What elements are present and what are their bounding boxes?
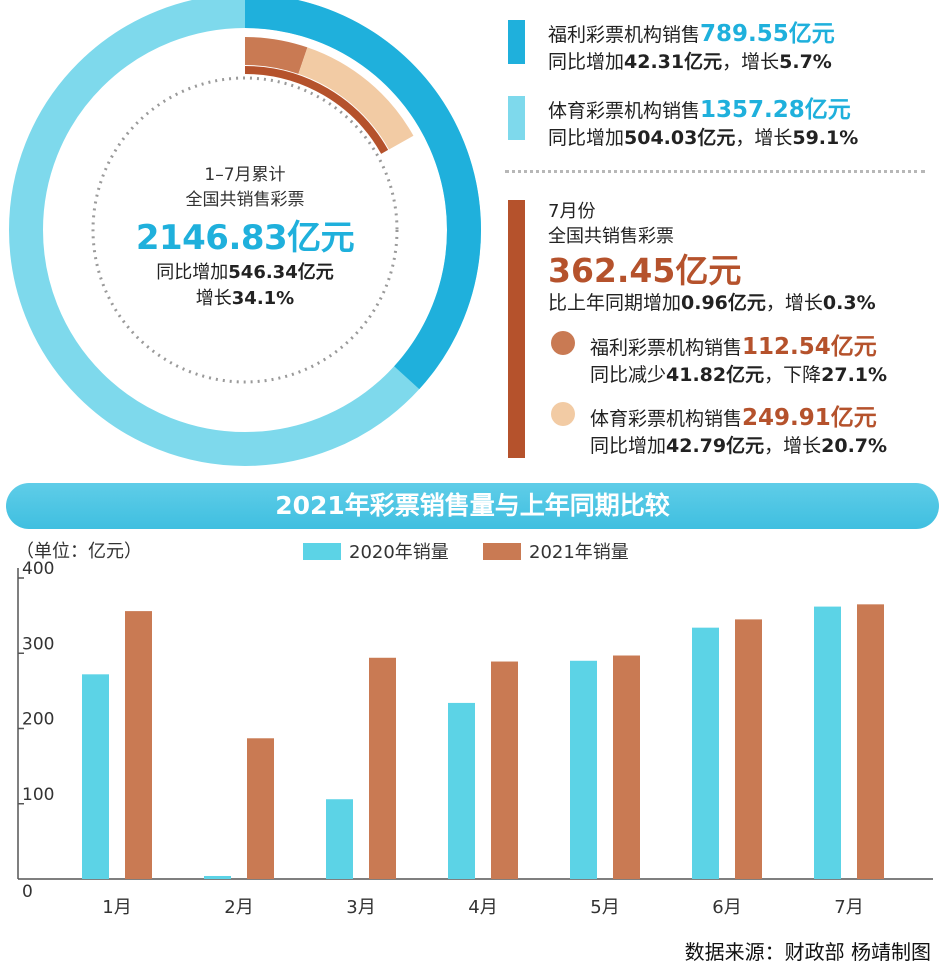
bar-2020 xyxy=(692,627,719,879)
bar-2021 xyxy=(735,619,762,879)
summary-growth-value: 34.1% xyxy=(231,288,295,309)
donut-july-total-arc xyxy=(244,66,389,154)
sports-change-line: 同比增加504.03亿元，增长59.1% xyxy=(548,123,858,150)
sports-growth-value: 59.1% xyxy=(792,127,859,149)
welfare-growth-value: 5.7% xyxy=(779,51,832,73)
summary-yoy: 同比增加546.34亿元 xyxy=(95,258,395,284)
x-tick-label: 2月 xyxy=(224,897,253,918)
sports-change-label: 同比增加 xyxy=(548,127,625,149)
sports-growth-label: ，增长 xyxy=(735,127,793,149)
y-tick-label: 200 xyxy=(22,710,54,730)
summary-growth: 增长34.1% xyxy=(95,284,395,310)
sports-marker xyxy=(508,96,525,140)
july-welfare-label: 福利彩票机构销售 xyxy=(590,337,743,359)
bar-2021 xyxy=(491,661,518,879)
legend-label: 2020年销量 xyxy=(349,542,449,563)
july-sports-label: 体育彩票机构销售 xyxy=(590,408,743,430)
x-tick-label: 6月 xyxy=(712,897,741,918)
welfare-growth-label: ，增长 xyxy=(722,51,780,73)
july-growth-value: 0.3% xyxy=(822,292,876,314)
bar-2020 xyxy=(814,606,841,879)
sports-value: 1357.28亿元 xyxy=(700,97,851,123)
july-welfare-line: 福利彩票机构销售112.54亿元 xyxy=(590,327,877,361)
donut-july-sports-arc xyxy=(298,47,414,150)
y-tick-label: 100 xyxy=(22,785,54,805)
source-credit: 数据来源：财政部 杨靖制图 xyxy=(684,940,931,964)
welfare-change-label: 同比增加 xyxy=(548,51,625,73)
july-welfare-value: 112.54亿元 xyxy=(742,334,877,360)
section-divider xyxy=(505,170,925,173)
donut-welfare-arc xyxy=(244,0,481,390)
y-tick-label: 300 xyxy=(22,634,54,654)
donut-dotted-inner-ring xyxy=(91,76,399,384)
bar-2021 xyxy=(247,738,274,879)
legend-swatch xyxy=(483,543,521,560)
bar-2021 xyxy=(613,655,640,879)
summary-yoy-label: 同比增加 xyxy=(156,262,229,283)
july-sports-change-value: 42.79亿元 xyxy=(666,435,765,457)
y-tick-label: 0 xyxy=(22,882,33,902)
chart-title-banner: 2021年彩票销售量与上年同期比较 xyxy=(6,483,939,529)
y-tick-label: 400 xyxy=(22,559,54,579)
bar-2021 xyxy=(857,604,884,879)
x-tick-label: 5月 xyxy=(590,897,619,918)
bar-2021 xyxy=(125,611,152,879)
x-tick-label: 1月 xyxy=(102,897,131,918)
welfare-change-value: 42.31亿元 xyxy=(624,51,723,73)
bar-2020 xyxy=(570,660,597,879)
bar-2020 xyxy=(448,702,475,879)
sports-line: 体育彩票机构销售1357.28亿元 xyxy=(548,90,851,124)
july-sports-line: 体育彩票机构销售249.91亿元 xyxy=(590,398,877,432)
sports-change-value: 504.03亿元 xyxy=(624,127,736,149)
july-welfare-growth-label: ，下降 xyxy=(764,364,822,386)
july-welfare-dot xyxy=(551,331,575,355)
x-tick-label: 7月 xyxy=(834,897,863,918)
donut-chart xyxy=(9,0,481,466)
july-sports-change-label: 同比增加 xyxy=(590,435,667,457)
july-compare-value: 0.96亿元 xyxy=(681,292,766,314)
july-sports-value: 249.91亿元 xyxy=(742,405,877,431)
july-subtitle: 全国共销售彩票 xyxy=(548,226,674,247)
y-unit-label: （单位：亿元） xyxy=(16,541,142,562)
monthly-sales-bar-chart: 0 100 200 300 400（单位：亿元） 2020年销量 2021年销量 1月 2月 3月… xyxy=(16,541,933,918)
july-sports-growth-label: ，增长 xyxy=(764,435,822,457)
welfare-change-line: 同比增加42.31亿元，增长5.7% xyxy=(548,47,832,74)
july-marker xyxy=(508,200,525,458)
sports-label: 体育彩票机构销售 xyxy=(548,100,701,122)
summary-total: 2146.83亿元 xyxy=(135,218,355,258)
july-growth-label: ，增长 xyxy=(765,292,823,314)
bar-2020 xyxy=(326,799,353,879)
bar-2020 xyxy=(82,674,109,879)
summary-yoy-value: 546.34亿元 xyxy=(228,262,334,283)
july-sports-change-line: 同比增加42.79亿元，增长20.7% xyxy=(590,431,887,458)
x-tick-label: 4月 xyxy=(468,897,497,918)
welfare-value: 789.55亿元 xyxy=(700,21,835,47)
july-total: 362.45亿元 xyxy=(548,251,742,290)
donut-july-welfare-arc xyxy=(244,37,308,74)
july-compare-label: 比上年同期增加 xyxy=(548,292,682,314)
welfare-line: 福利彩票机构销售789.55亿元 xyxy=(548,14,835,48)
july-welfare-growth-value: 27.1% xyxy=(821,364,888,386)
july-period: 7月份 xyxy=(548,201,596,222)
summary-subtitle: 全国共销售彩票 xyxy=(185,190,305,210)
x-tick-label: 3月 xyxy=(346,897,375,918)
summary-period: 1–7月累计 xyxy=(204,165,286,185)
legend-label: 2021年销量 xyxy=(529,542,629,563)
bar-2021 xyxy=(369,657,396,879)
legend-swatch xyxy=(303,543,341,560)
bar-2020 xyxy=(204,875,231,879)
july-sports-dot xyxy=(551,402,575,426)
summary-growth-label: 增长 xyxy=(195,288,232,309)
july-compare-line: 比上年同期增加0.96亿元，增长0.3% xyxy=(548,288,876,315)
july-welfare-change-value: 41.82亿元 xyxy=(666,364,765,386)
welfare-marker xyxy=(508,20,525,64)
july-sports-growth-value: 20.7% xyxy=(821,435,888,457)
welfare-label: 福利彩票机构销售 xyxy=(548,24,701,46)
july-welfare-change-line: 同比减少41.82亿元，下降27.1% xyxy=(590,360,887,387)
july-welfare-change-label: 同比减少 xyxy=(590,364,667,386)
